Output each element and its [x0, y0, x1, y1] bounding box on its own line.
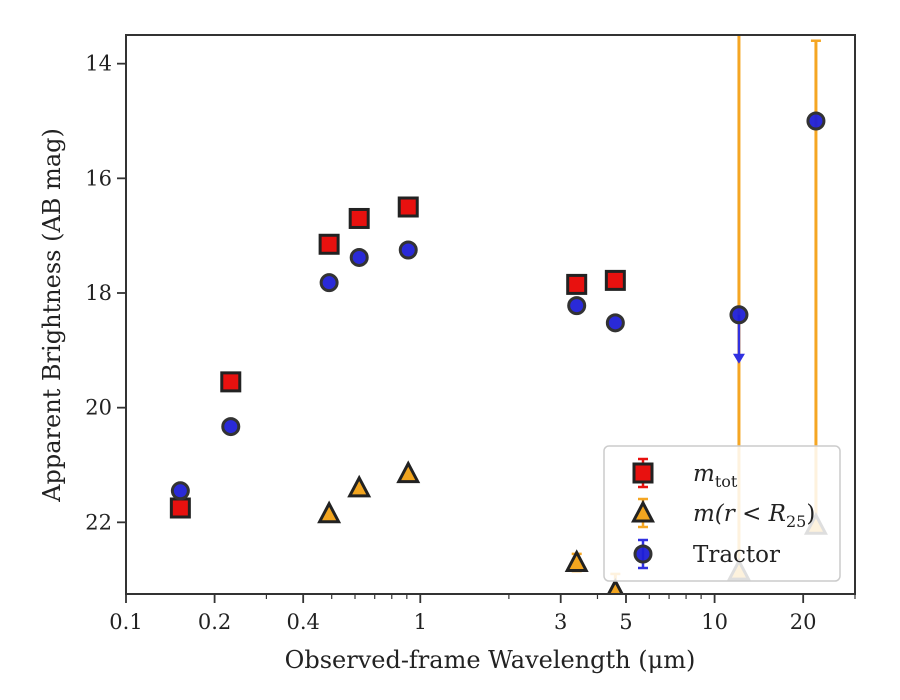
circle-point	[567, 296, 587, 316]
circle-point	[170, 481, 190, 501]
x-tick-label: 0.4	[286, 610, 319, 634]
legend-label: mtot	[693, 461, 738, 491]
legend-label: Tractor	[693, 542, 780, 568]
axis-ticks: 0.1 0.2 0.4 1 3 5 10 20 14 16 18 20 22	[85, 52, 856, 634]
legend-triangle-marker	[631, 499, 655, 523]
x-tick-label: 0.1	[109, 610, 142, 634]
triangle-point	[347, 474, 372, 498]
square-point	[318, 233, 340, 255]
circle-point	[729, 305, 749, 325]
circle-point	[398, 240, 418, 260]
x-tick-label: 1	[414, 610, 427, 634]
square-point	[397, 196, 419, 218]
y-tick-label: 16	[85, 166, 112, 190]
legend-square-marker	[632, 462, 654, 484]
triangle-point	[564, 549, 589, 572]
x-tick-label: 0.2	[198, 610, 231, 634]
legend: mtot m(r < R25) Tractor	[603, 445, 841, 582]
x-tick-label: 5	[619, 610, 632, 634]
triangle-point	[606, 577, 624, 594]
circle-point	[806, 111, 826, 131]
circle-point	[319, 273, 339, 293]
y-tick-label: 14	[85, 52, 112, 76]
legend-label: m(r < R25)	[693, 501, 815, 531]
circle-point	[605, 313, 625, 333]
y-tick-label: 20	[85, 396, 112, 420]
square-point	[604, 269, 626, 291]
circle-point	[349, 247, 369, 267]
upper-limit-arrowhead	[732, 353, 745, 364]
legend-circle-marker	[633, 544, 653, 564]
circle-point	[221, 417, 241, 437]
x-tick-label: 20	[790, 610, 817, 634]
square-point	[220, 371, 242, 393]
square-point	[169, 497, 191, 519]
y-tick-label: 22	[85, 510, 112, 534]
triangle-point	[396, 460, 421, 484]
x-tick-label: 10	[701, 610, 728, 634]
plot-frame	[125, 34, 856, 595]
square-point	[348, 207, 370, 229]
y-tick-label: 18	[85, 281, 112, 305]
square-point	[566, 273, 588, 295]
x-tick-label: 3	[554, 610, 567, 634]
x-axis-title: Observed-frame Wavelength (μm)	[285, 646, 696, 674]
y-axis-title: Apparent Brightness (AB mag)	[38, 128, 66, 503]
triangle-point	[317, 500, 342, 524]
legend-box	[603, 445, 841, 582]
